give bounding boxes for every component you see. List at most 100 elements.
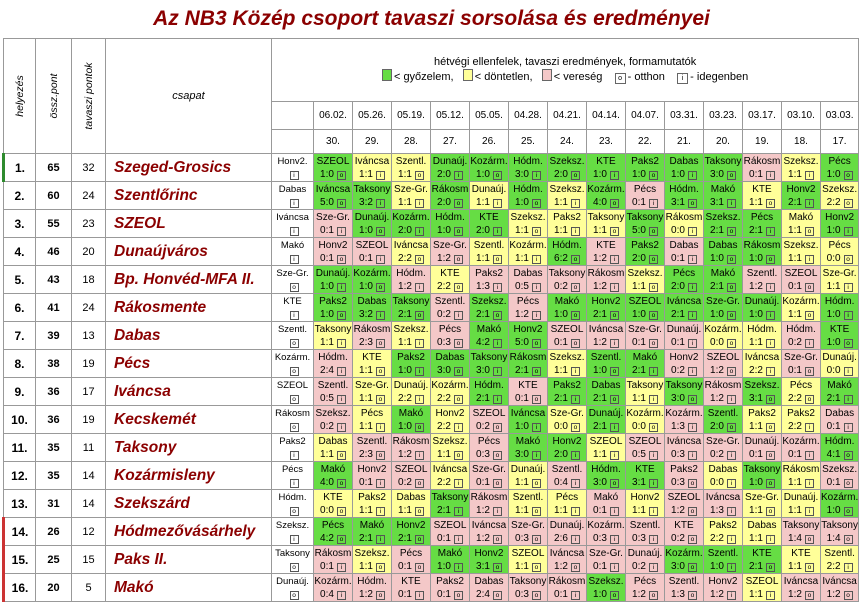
home-mark: o <box>765 394 775 404</box>
opponent-name: Dabas <box>708 463 738 475</box>
opponent-name: SZEOL <box>667 491 701 503</box>
away-mark: i <box>375 198 385 208</box>
score: 1:1 <box>359 168 373 180</box>
opponent-name: Szentl. <box>317 379 349 391</box>
team-name[interactable]: Taksony <box>105 433 272 462</box>
opponent-name: Sze-Gr. <box>706 295 740 307</box>
result-cell: Pécs 0:1 i <box>625 181 665 210</box>
result-cell: Paks2 2:2 i <box>781 405 821 434</box>
opponent-name: Kozárm. <box>626 407 664 419</box>
spring-points-cell: 13 <box>71 321 106 350</box>
team-name[interactable]: Paks II. <box>105 545 272 574</box>
away-mark: i <box>687 310 697 320</box>
team-name[interactable]: Szeged-Grosics <box>105 153 272 182</box>
away-mark: i <box>492 394 502 404</box>
score: 3:2 <box>359 308 373 320</box>
opponent-name: Szeksz. <box>588 575 624 587</box>
team-name[interactable]: Iváncsa <box>105 377 272 406</box>
date-header: 05.12. <box>430 100 470 130</box>
home-mark: o <box>336 506 346 516</box>
opponent-name: Pécs <box>477 435 501 447</box>
score: 1:3 <box>671 588 685 600</box>
opponent-name: Dunaúj. <box>354 211 390 223</box>
away-mark: i <box>804 506 814 516</box>
away-mark: i <box>687 338 697 348</box>
score: 1:2 <box>398 280 412 292</box>
home-mark: o <box>570 282 580 292</box>
result-cell: Sze-Gr. 0:3 o <box>508 517 548 546</box>
result-cell: Paks2 2:0 o <box>625 237 665 266</box>
team-name[interactable]: Makó <box>105 573 272 602</box>
score: 0:1 <box>788 364 802 376</box>
away-mark: i <box>289 254 299 264</box>
result-cell: SZEOL 1:0 o <box>625 293 665 322</box>
away-mark: i <box>648 450 658 460</box>
team-name[interactable]: Pécs <box>105 349 272 378</box>
result-cell: Iváncsa 1:2 i <box>586 321 626 350</box>
rank-cell: 1. <box>2 153 36 182</box>
home-mark: o <box>375 282 385 292</box>
score: 2:0 <box>437 168 451 180</box>
result-cell: Makó 1:0 o <box>547 293 587 322</box>
home-mark: o <box>375 366 385 376</box>
result-cell: Taksony 0:3 o <box>508 573 548 602</box>
home-mark: o <box>687 562 697 572</box>
home-mark: o <box>414 254 424 264</box>
score: 1:1 <box>554 504 568 516</box>
result-cell: Sze-Gr. 0:1 o <box>469 461 509 490</box>
result-cell: SZEOL 0:1 o <box>547 321 587 350</box>
result-cell: Dunaúj. 1:1 i <box>781 489 821 518</box>
result-cell: Hódm. 0:2 i <box>781 321 821 350</box>
result-cell: Iváncsa 2:1 i <box>664 293 704 322</box>
opponent-name: SZEOL <box>316 155 350 167</box>
team-name[interactable]: Rákosmente <box>105 293 272 322</box>
opponent-name: Taksony <box>704 155 742 167</box>
result-cell: Honv2 1:2 i <box>703 573 743 602</box>
team-name[interactable]: Dabas <box>105 321 272 350</box>
score: 0:1 <box>593 504 607 516</box>
score: 1:1 <box>788 252 802 264</box>
home-mark: o <box>804 282 814 292</box>
team-name[interactable]: Szekszárd <box>105 489 272 518</box>
result-cell: Hódm. 2:1 i <box>469 377 509 406</box>
opponent-name: Rákosm <box>431 183 469 195</box>
result-cell: Hódm. 2:4 i <box>313 349 353 378</box>
away-mark: i <box>804 254 814 264</box>
away-mark: i <box>289 226 299 236</box>
opponent-name: Makó <box>437 547 463 559</box>
result-cell: Pécs 0:0 o <box>819 237 860 266</box>
home-mark: o <box>687 394 697 404</box>
opponent-name: Sze-Gr. <box>706 435 740 447</box>
team-name[interactable]: SZEOL <box>105 209 272 238</box>
team-name[interactable]: Kozármisleny <box>105 461 272 490</box>
result-cell: Hódm. 1:2 i <box>391 265 431 294</box>
opponent-name: Rákosm <box>392 435 430 447</box>
result-cell: Szeksz. 2:2 o <box>819 181 860 210</box>
score: 0:1 <box>749 168 763 180</box>
score: 1:1 <box>788 224 802 236</box>
team-name[interactable]: Bp. Honvéd-MFA II. <box>105 265 272 294</box>
result-cell: Kozárm. 0:1 i <box>781 433 821 462</box>
team-name[interactable]: Dunaújváros <box>105 237 272 266</box>
opponent-name: SZEOL <box>628 435 662 447</box>
result-cell: Hódm. 1:1 i <box>742 321 782 350</box>
away-mark: i <box>336 394 346 404</box>
score: 1:2 <box>710 588 724 600</box>
next-opponent-cell: Paks2 i <box>271 433 314 462</box>
team-row: 7. 39 13 Dabas Szentl. o Taksony 1:1 i Rákosm 2:3 o… <box>3 321 860 350</box>
opponent-name: Szentl. <box>746 267 778 279</box>
result-cell: Paks2 1:1 i <box>352 489 392 518</box>
date-header: 03.23. <box>703 100 743 130</box>
result-cell: Szentl. 1:1 o <box>508 489 548 518</box>
score: 2:0 <box>476 224 490 236</box>
score: 1:2 <box>359 588 373 600</box>
team-name[interactable]: Kecskemét <box>105 405 272 434</box>
home-mark: o <box>531 394 541 404</box>
result-cell: Kozárm. 1:3 i <box>664 405 704 434</box>
date-header: 06.02. <box>313 100 353 130</box>
round-header: 30. <box>313 128 353 155</box>
score: 1:1 <box>554 364 568 376</box>
team-name[interactable]: Szentlőrinc <box>105 181 272 210</box>
team-name[interactable]: Hódmezővásárhely <box>105 517 272 546</box>
opponent-name: Dabas <box>825 407 855 419</box>
